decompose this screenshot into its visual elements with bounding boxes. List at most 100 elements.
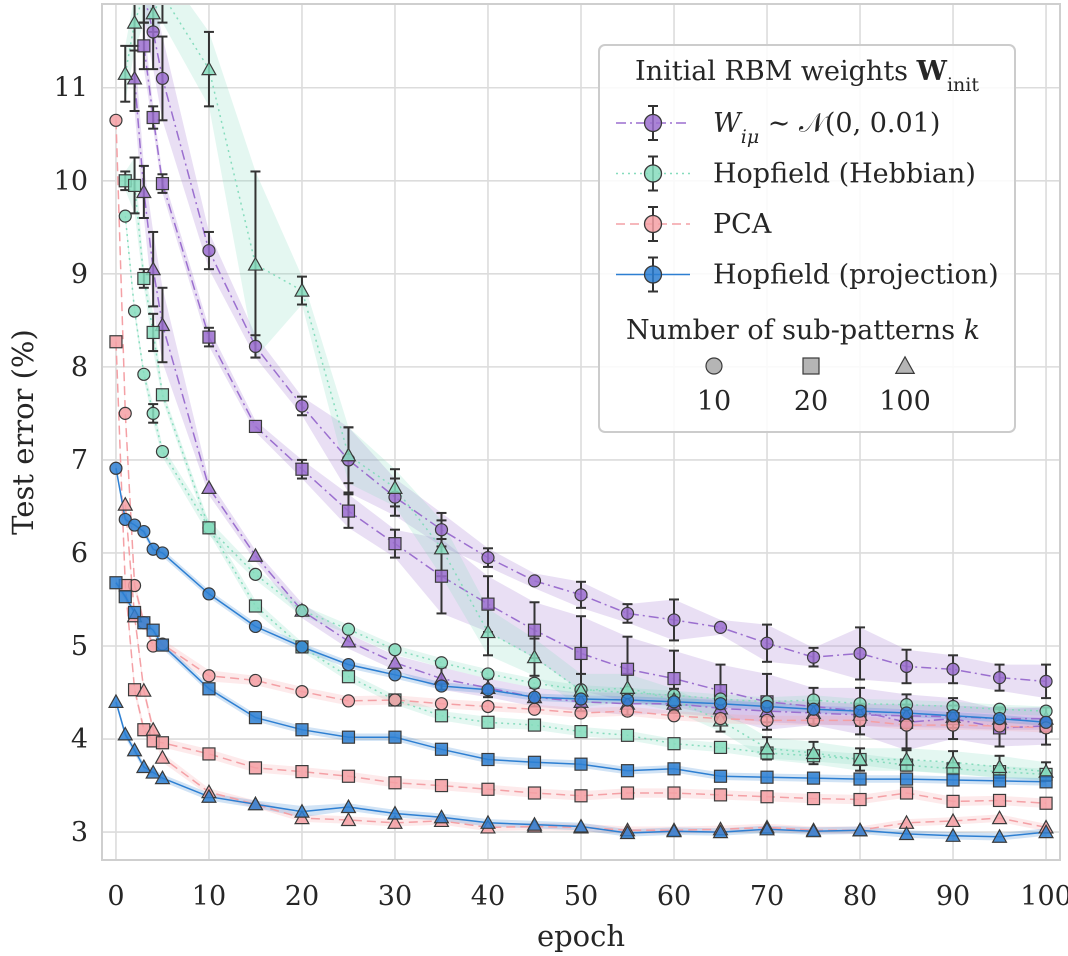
series-hebbian-k10-point-100: [1039, 704, 1053, 718]
y-tick-label-3: 3: [71, 817, 88, 848]
series-hebbian-k10-point-2: [127, 304, 142, 318]
series-random-k20-point-10: [202, 330, 216, 344]
series-projection-k20-point-30: [388, 730, 402, 744]
series-projection-k20-point-80: [853, 772, 867, 786]
series-hebbian-k10-point-5: [155, 444, 170, 459]
x-tick-label-60: 60: [657, 881, 691, 912]
series-hebbian-k20-point-25: [341, 670, 356, 684]
series-hebbian-k20-point-50: [574, 724, 588, 739]
series-pca-k20-point-60: [667, 786, 681, 800]
series-random-k20-line: [143, 45, 1047, 729]
series-random-k20-point-30: [388, 537, 402, 551]
series-projection-k10-point-90: [946, 709, 960, 723]
series-random-k10-point-20: [295, 399, 309, 413]
x-tick-label-50: 50: [564, 881, 598, 912]
x-axis-ticks: 0 10 20 30 40 50 60 70 80 90 100: [107, 881, 1068, 912]
series-projection-k100-point-80: [852, 822, 868, 837]
series-random-k10-point-80: [853, 646, 867, 661]
x-tick-label-30: 30: [378, 881, 412, 912]
series-hebbian-k20-point-2: [127, 178, 142, 193]
legend-entry-marker: [643, 265, 663, 284]
series-projection-k10-point-80: [853, 704, 867, 718]
series-hebbian-k100-point-80: [852, 751, 868, 766]
series-pca-k20-point-70: [760, 790, 774, 804]
series-pca-k100-point-1: [117, 496, 134, 511]
series-pca-k20-point-100: [1039, 796, 1053, 810]
series-projection-k10-point-45: [527, 690, 542, 704]
series-projection-k100-point-2: [126, 742, 143, 757]
series-projection-k100-point-85: [898, 825, 915, 841]
series-projection-k100-point-15: [247, 796, 264, 811]
series-pca-k20-point-45: [527, 786, 542, 800]
series-pca-k10-point-60: [667, 709, 681, 723]
y-axis-label: Test error (%): [6, 329, 40, 535]
series-random-k100-point-4: [145, 261, 162, 276]
series-random-k10-point-70: [760, 636, 774, 650]
series-pca-k20-point-30: [388, 776, 402, 790]
series-projection-k10-point-20: [295, 640, 309, 654]
series-random-k10-point-35: [434, 523, 449, 537]
series-pca-k100-point-95: [991, 809, 1008, 825]
series-pca-k10-point-40: [481, 699, 495, 714]
series-hebbian-k10-point-3: [137, 367, 151, 381]
x-tick-label-10: 10: [192, 881, 226, 912]
series-hebbian-k100-point-10: [201, 60, 217, 76]
series-pca-k10-point-30: [388, 693, 402, 707]
series-projection-k20-point-4: [146, 623, 160, 637]
series-pca-k100-point-3: [135, 682, 152, 697]
series-projection-k100-point-65: [712, 823, 729, 839]
series-projection-k20-point-75: [806, 771, 821, 785]
series-random-k10-point-40: [481, 551, 495, 565]
series-projection-k20-point-85: [899, 772, 914, 786]
series-projection-k100-point-45: [526, 816, 543, 831]
legend: Initial RBM weights Winit Wiμ ∼ 𝒩(0, 0.0…: [598, 44, 1016, 433]
legend-marker-circle-symbol: [705, 357, 723, 375]
series-projection-k100-point-55: [619, 824, 636, 840]
series-hebbian-k10-point-20: [295, 604, 309, 618]
series-hebbian-k100-point-90: [945, 754, 961, 769]
y-tick-label-8: 8: [71, 352, 88, 383]
series-pca-k20-point-10: [202, 747, 216, 761]
series-random-k20-point-50: [574, 646, 588, 661]
series-hebbian-k10-point-30: [388, 643, 402, 657]
series-random-k10-point-100: [1039, 674, 1053, 688]
series-projection-k100-point-90: [945, 827, 961, 842]
series-pca-k10-point-50: [574, 706, 588, 720]
series-pca-k10-point-85: [899, 718, 914, 732]
legend-marker-triangle-symbol: [894, 355, 916, 374]
series-hebbian-k20-point-15: [248, 599, 263, 613]
plot-frame: [101, 3, 1061, 861]
series-hebbian-k100-point-15: [247, 256, 264, 271]
series-random-k20-point-4: [146, 110, 160, 125]
series-projection-k100-point-0: [108, 693, 124, 708]
series-random-k10-point-45: [527, 574, 542, 588]
series-projection-k100-point-75: [805, 823, 822, 838]
series-hebbian-k100-errorbar-3: [138, 4, 149, 24]
series-hebbian-k10-point-35: [434, 656, 449, 670]
series-random-k20-point-45: [527, 623, 542, 637]
series-random-k10-point-85: [899, 659, 914, 674]
series-pca-k20-point-65: [713, 788, 728, 802]
series-projection-k20-point-50: [574, 757, 588, 771]
legend-entry-hopfield-hebbian: Hopfield (Hebbian): [616, 155, 976, 192]
series-random-k10-point-4: [146, 25, 160, 39]
series-hebbian-k100-point-85: [898, 751, 915, 766]
series-pca-k20-point-55: [620, 786, 635, 800]
series-projection-k10-point-60: [667, 695, 681, 709]
legend-marker-square-label: 20: [794, 386, 828, 417]
series-random-k10-point-65: [713, 620, 728, 634]
series-pca-k20-point-20: [295, 765, 309, 779]
series-projection-k20-point-100: [1039, 775, 1053, 789]
series-pca-k10-point-55: [620, 704, 635, 718]
series-projection-k20-point-70: [760, 770, 774, 784]
series-projection-k100-point-95: [991, 828, 1008, 843]
series-hebbian-k10-point-4: [146, 406, 160, 420]
series-projection-k20-point-95: [992, 774, 1007, 788]
series-projection-k10-point-75: [806, 702, 821, 716]
series-random-k10-point-15: [248, 339, 263, 353]
series-hebbian-k100-point-75: [805, 744, 822, 760]
legend-entry-marker: [643, 164, 663, 183]
series-projection-k10-point-25: [341, 658, 356, 672]
legend-entry-label: Hopfield (projection): [713, 260, 999, 291]
